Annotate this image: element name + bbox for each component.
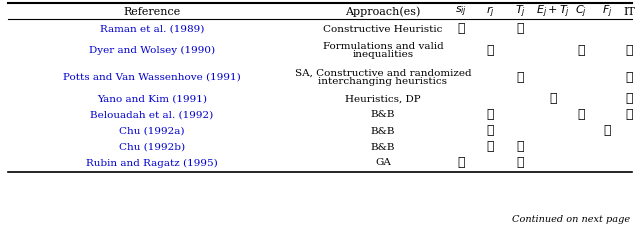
Text: ✓: ✓ [516, 156, 524, 169]
Text: Dyer and Wolsey (1990): Dyer and Wolsey (1990) [89, 46, 215, 55]
Text: GA: GA [375, 158, 391, 167]
Text: ✓: ✓ [486, 108, 493, 121]
Text: ✓: ✓ [516, 22, 524, 35]
Text: B&B: B&B [371, 126, 396, 135]
Text: B&B: B&B [371, 142, 396, 151]
Text: Yano and Kim (1991): Yano and Kim (1991) [97, 94, 207, 103]
Text: $s_{ij}$: $s_{ij}$ [455, 5, 467, 19]
Text: ✓: ✓ [516, 140, 524, 153]
Text: $F_j$: $F_j$ [602, 4, 612, 20]
Text: IT: IT [623, 7, 635, 17]
Text: ✓: ✓ [625, 92, 633, 105]
Text: Belouadah et al. (1992): Belouadah et al. (1992) [90, 110, 214, 119]
Text: $r_j$: $r_j$ [486, 4, 494, 20]
Text: ✓: ✓ [625, 71, 633, 84]
Text: ✓: ✓ [516, 71, 524, 84]
Text: ✓: ✓ [549, 92, 557, 105]
Text: ✓: ✓ [604, 124, 611, 137]
Text: interchanging heuristics: interchanging heuristics [319, 77, 447, 86]
Text: Potts and Van Wassenhove (1991): Potts and Van Wassenhove (1991) [63, 73, 241, 82]
Text: ✓: ✓ [457, 22, 465, 35]
Text: SA, Constructive and randomized: SA, Constructive and randomized [294, 69, 471, 78]
Text: Chu (1992a): Chu (1992a) [119, 126, 185, 135]
Text: Raman et al. (1989): Raman et al. (1989) [100, 24, 204, 33]
Text: ✓: ✓ [625, 44, 633, 57]
Text: Reference: Reference [124, 7, 180, 17]
Text: ✓: ✓ [486, 44, 493, 57]
Text: ✓: ✓ [577, 44, 585, 57]
Text: Heuristics, DP: Heuristics, DP [345, 94, 421, 103]
Text: B&B: B&B [371, 110, 396, 119]
Text: Chu (1992b): Chu (1992b) [119, 142, 185, 151]
Text: ✓: ✓ [457, 156, 465, 169]
Text: $E_j+T_j$: $E_j+T_j$ [536, 4, 570, 20]
Text: ✓: ✓ [486, 124, 493, 137]
Text: $T_j$: $T_j$ [515, 4, 525, 20]
Text: inequalities: inequalities [353, 50, 413, 59]
Text: ✓: ✓ [625, 108, 633, 121]
Text: ✓: ✓ [577, 108, 585, 121]
Text: Approach(es): Approach(es) [346, 7, 420, 17]
Text: $C_j$: $C_j$ [575, 4, 587, 20]
Text: Continued on next page: Continued on next page [512, 215, 630, 223]
Text: Formulations and valid: Formulations and valid [323, 42, 444, 51]
Text: Constructive Heuristic: Constructive Heuristic [323, 24, 443, 33]
Text: ✓: ✓ [486, 140, 493, 153]
Text: Rubin and Ragatz (1995): Rubin and Ragatz (1995) [86, 158, 218, 167]
